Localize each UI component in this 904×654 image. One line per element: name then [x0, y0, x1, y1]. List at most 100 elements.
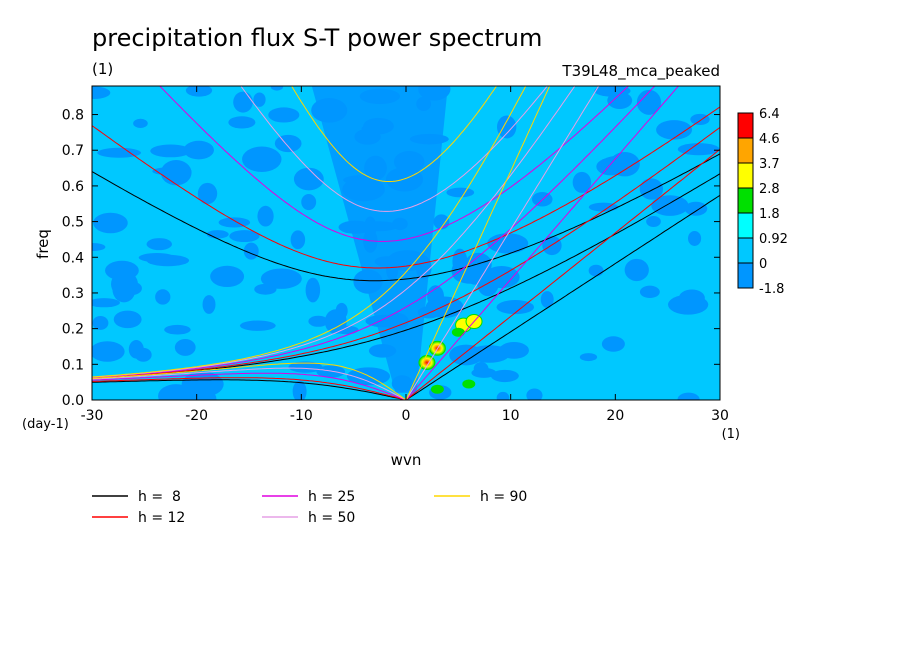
x-axis: -30 -20 -10 0 10 20 30	[81, 86, 729, 424]
field-low-blob	[229, 230, 260, 243]
x-tick-label: -20	[185, 408, 208, 424]
field-low-blob	[677, 143, 720, 156]
peak-mark	[430, 384, 444, 394]
colorbar-swatch	[737, 187, 754, 214]
y-tick-label: 0.7	[62, 143, 84, 159]
field-low-blob	[324, 309, 347, 334]
series-line	[405, 86, 600, 400]
legend-entry: h = 8	[138, 489, 181, 505]
field-low-blob	[588, 202, 619, 212]
field-low-blob	[288, 361, 323, 373]
field-low-blob	[473, 362, 489, 376]
field-low-blob	[646, 216, 661, 227]
series-line	[405, 86, 680, 400]
y-axis-label: freq	[34, 229, 52, 259]
field-low-blob	[656, 120, 693, 140]
field-low-blob	[93, 212, 128, 234]
field-low-wedge	[311, 86, 448, 393]
series-line	[92, 372, 407, 400]
field-low-blob	[684, 201, 708, 216]
field-low-blob	[624, 258, 649, 282]
x-tick-label: 0	[402, 408, 411, 424]
field-low-blob	[164, 324, 191, 335]
x-tick-label: 10	[502, 408, 520, 424]
series-line	[405, 194, 720, 400]
colorbar-label: 3.7	[759, 157, 780, 172]
plot-area	[92, 86, 720, 400]
field-low-blob	[138, 253, 175, 263]
y-tick-label: 0.6	[62, 179, 84, 195]
field-low-blob	[292, 380, 307, 400]
field-low-blob	[218, 217, 251, 228]
colorbar-label: 0	[759, 257, 767, 272]
series-line	[291, 86, 498, 182]
field-low-blob	[233, 91, 253, 113]
legend: h = 8 h = 12 h = 25 h = 50 h = 90	[92, 489, 527, 526]
series-line	[92, 379, 407, 400]
field-low-blob	[639, 178, 664, 200]
y-axis: 0.0 0.1 0.2 0.3 0.4 0.5 0.6 0.7 0.8	[62, 108, 720, 409]
colorbar-label: 6.4	[759, 107, 780, 122]
field-low-blob	[470, 270, 510, 281]
legend-entry: h = 12	[138, 510, 185, 526]
legend-entry: h = 90	[480, 489, 527, 505]
series-line	[92, 86, 576, 378]
field-low-blob	[490, 369, 519, 383]
field-low-blob	[274, 134, 302, 153]
field-low-blob	[185, 86, 213, 97]
series-line	[159, 86, 630, 242]
field-low-blob	[113, 310, 142, 329]
field-low-blob	[540, 291, 554, 309]
field-low-blob	[526, 388, 543, 400]
colorbar-swatch	[737, 237, 754, 264]
field-low-blob	[97, 147, 141, 158]
field-low-blob	[688, 230, 702, 246]
chart-subtitle-left: (1)	[92, 60, 113, 78]
field-low-blob	[146, 238, 172, 251]
field-low-blob	[210, 265, 245, 288]
y-tick-label: 0.4	[62, 250, 84, 266]
field-low-blob	[92, 298, 120, 308]
field-low-blob	[572, 171, 592, 193]
y-tick-label: 0.5	[62, 215, 84, 231]
colorbar-swatch	[737, 212, 754, 239]
field-low-blob	[268, 107, 300, 123]
field-low-blob	[158, 384, 194, 400]
y-tick-label: 0.1	[62, 357, 84, 373]
series-line	[92, 86, 656, 378]
field-low-blob	[242, 146, 282, 172]
x-axis-label: wvn	[391, 451, 422, 469]
colorbar-label: -1.8	[759, 282, 784, 297]
chart-subtitle-right: T39L48_mca_peaked	[561, 62, 720, 81]
field-low-blob	[496, 300, 535, 315]
field-low-blob	[636, 89, 662, 115]
field-low-blob	[239, 320, 276, 331]
field-low-blob	[112, 276, 136, 303]
legend-entry: h = 25	[308, 489, 355, 505]
colorbar-label: 0.92	[759, 232, 788, 247]
field-low-blob	[160, 159, 192, 186]
legend-entry: h = 50	[308, 510, 355, 526]
colorbar-label: 4.6	[759, 132, 780, 147]
dispersion-curves	[92, 86, 720, 400]
field-low-blob	[468, 345, 510, 363]
field-low-blob	[202, 295, 216, 314]
field-low-blob	[270, 86, 284, 91]
field-low-blob	[128, 339, 144, 359]
field-low-blob	[588, 264, 604, 277]
chart-title: precipitation flux S-T power spectrum	[92, 24, 542, 52]
colorbar-swatch	[737, 262, 754, 289]
field-low-blob	[183, 140, 214, 160]
colorbar-swatch	[737, 162, 754, 189]
field-low-blob	[601, 336, 625, 352]
field-low-blob	[260, 268, 302, 289]
field-low-blob	[197, 182, 218, 205]
series-line	[405, 86, 551, 400]
x-tick-label: -10	[290, 408, 313, 424]
field-low-blob	[316, 365, 346, 378]
field-low-blob	[174, 339, 196, 356]
field-low-blob	[308, 315, 329, 327]
field-low-regions	[92, 86, 720, 400]
field-low-blob	[651, 195, 689, 216]
